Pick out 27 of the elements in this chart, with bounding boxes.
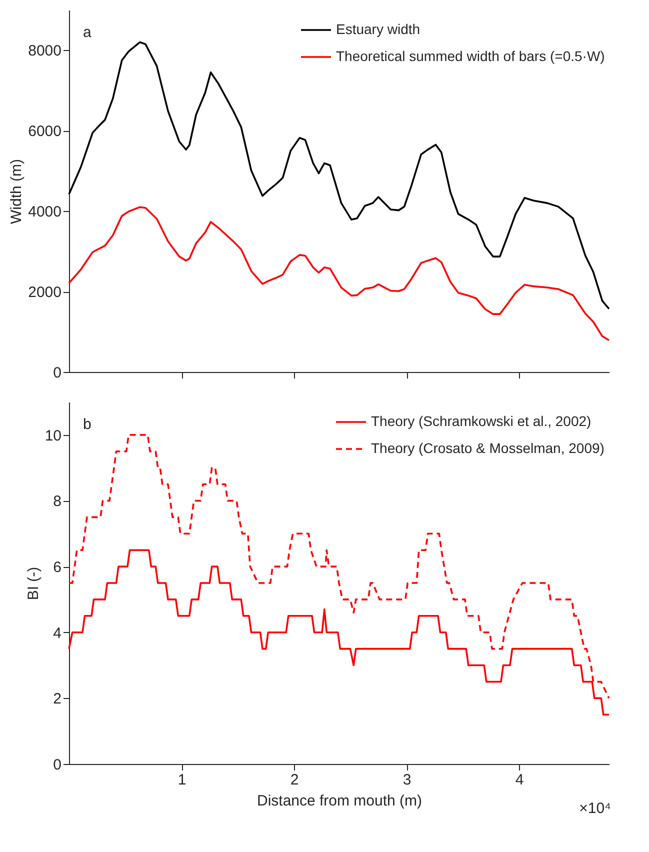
x-tick-label: 2 (290, 772, 299, 788)
text: ×10⁴ (579, 800, 611, 817)
annotation: a (83, 24, 92, 41)
y-axis-title: BI (-) (24, 566, 42, 600)
line-series (68, 41, 610, 310)
x-tick-label: 4 (515, 772, 524, 788)
legend-label: Theory (Schramkowski et al., 2002) (371, 413, 592, 429)
annotation: b (83, 416, 92, 433)
x-tick-label: 3 (402, 772, 412, 788)
legend-label: Estuary width (336, 21, 420, 37)
legend-label: Theoretical summed width of bars (=0.5·W) (336, 48, 605, 64)
y-tick-label: 6 (53, 559, 62, 576)
y-tick-label: 8 (53, 493, 62, 510)
y-tick-label: 0 (53, 364, 62, 382)
y-axis-title: Width (m) (8, 159, 26, 224)
legend-label: Theory (Crosato & Mosselman, 2009) (371, 440, 604, 456)
x-axis-title: Distance from mouth (m) (256, 792, 422, 810)
y-tick-label: 10 (44, 427, 62, 444)
y-tick-label: 4000 (28, 204, 62, 221)
y-tick-label: 4 (53, 624, 62, 642)
y-tick-label: 8000 (28, 42, 62, 60)
y-tick-label: 6000 (28, 123, 62, 140)
y-tick-label: 2 (53, 690, 62, 708)
line-series (68, 206, 610, 342)
y-tick-label: 0 (53, 756, 62, 774)
y-tick-label: 2000 (28, 284, 62, 302)
x-tick-label: 1 (178, 772, 186, 788)
